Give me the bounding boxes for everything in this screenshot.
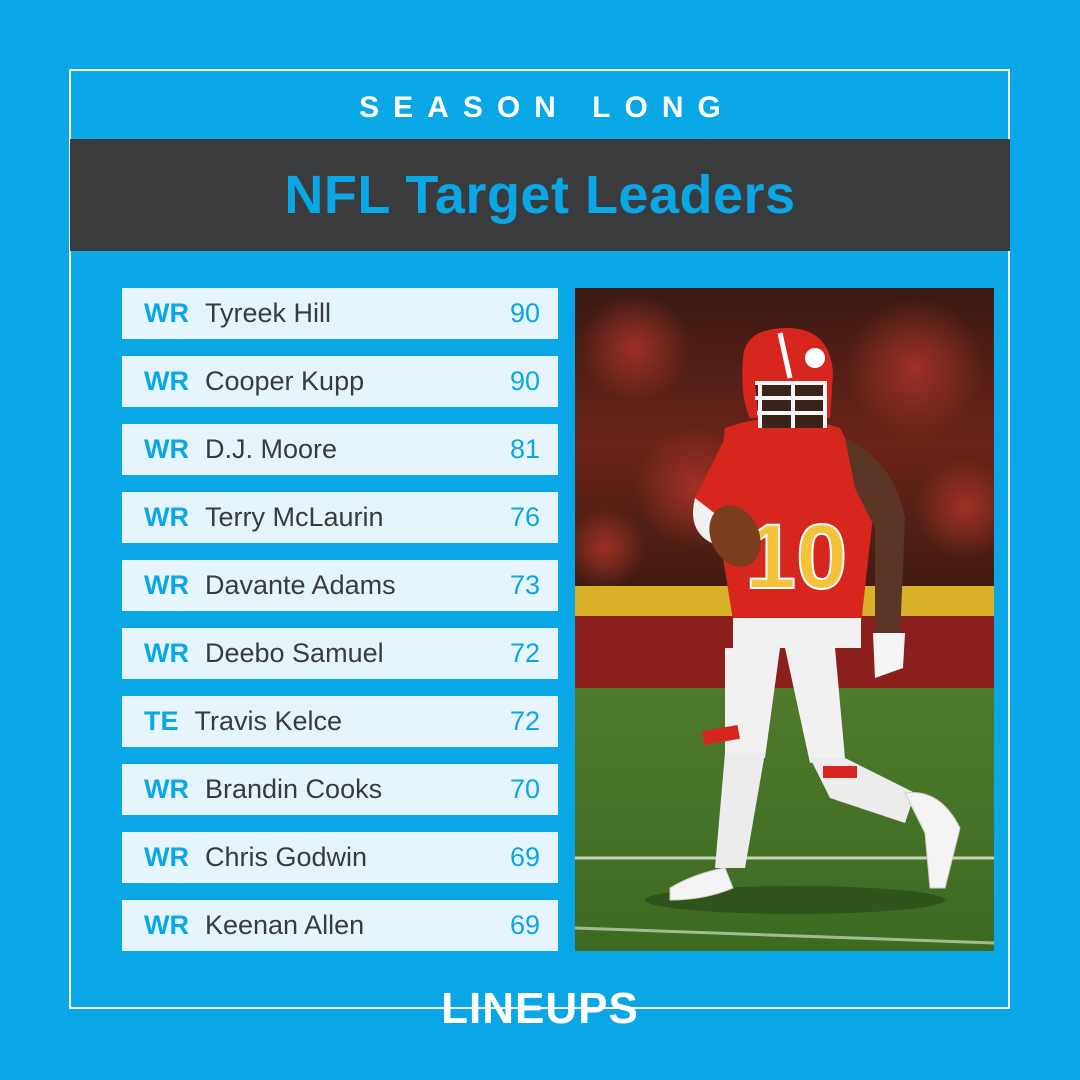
position-label: WR — [144, 842, 189, 872]
leader-row: WR Tyreek Hill 90 — [122, 288, 558, 339]
position-label: WR — [144, 434, 189, 464]
position-label: TE — [144, 706, 179, 736]
player-photo: 10 — [575, 288, 994, 951]
target-count: 73 — [509, 570, 540, 600]
leader-row: WR Terry McLaurin 76 — [122, 492, 558, 543]
lineups-logo: LINEUPS — [441, 984, 639, 1033]
target-count: 72 — [509, 706, 540, 736]
player-name: Travis Kelce — [194, 706, 343, 736]
position-label: WR — [144, 298, 189, 328]
leader-row: WR Brandin Cooks 70 — [122, 764, 558, 815]
position-label: WR — [144, 910, 189, 940]
leader-row: WR Deebo Samuel 72 — [122, 628, 558, 679]
player-name: Terry McLaurin — [204, 502, 384, 532]
player-name: Davante Adams — [204, 570, 396, 600]
bottom-rule-right — [660, 1007, 1010, 1009]
page-title: NFL Target Leaders — [284, 165, 796, 225]
leaders-list: WR Tyreek Hill 90 WR Cooper Kupp 90 WR D… — [122, 288, 558, 968]
target-count: 76 — [509, 502, 540, 532]
position-label: WR — [144, 570, 189, 600]
position-label: WR — [144, 366, 189, 396]
leader-row: TE Travis Kelce 72 — [122, 696, 558, 747]
jersey-number: 10 — [745, 506, 847, 608]
target-count: 81 — [509, 434, 540, 464]
target-count: 69 — [509, 842, 540, 872]
leader-row: WR D.J. Moore 81 — [122, 424, 558, 475]
target-count: 69 — [509, 910, 540, 940]
player-name: Deebo Samuel — [204, 638, 384, 668]
target-count: 90 — [509, 298, 540, 328]
position-label: WR — [144, 502, 189, 532]
player-name: Brandin Cooks — [204, 774, 383, 804]
bottom-rule-left — [70, 1007, 420, 1009]
player-name: Chris Godwin — [204, 842, 368, 872]
title-band: NFL Target Leaders — [70, 139, 1010, 251]
position-label: WR — [144, 774, 189, 804]
leader-row: WR Davante Adams 73 — [122, 560, 558, 611]
leader-row: WR Chris Godwin 69 — [122, 832, 558, 883]
target-count: 90 — [509, 366, 540, 396]
player-name: Cooper Kupp — [204, 366, 365, 396]
outer-frame — [69, 69, 1010, 1009]
season-long-kicker: SEASON LONG — [359, 91, 735, 124]
player-name: Keenan Allen — [204, 910, 365, 940]
leader-row: WR Cooper Kupp 90 — [122, 356, 558, 407]
player-name: Tyreek Hill — [204, 298, 332, 328]
target-count: 70 — [509, 774, 540, 804]
player-name: D.J. Moore — [204, 434, 338, 464]
position-label: WR — [144, 638, 189, 668]
leader-row: WR Keenan Allen 69 — [122, 900, 558, 951]
target-count: 72 — [509, 638, 540, 668]
